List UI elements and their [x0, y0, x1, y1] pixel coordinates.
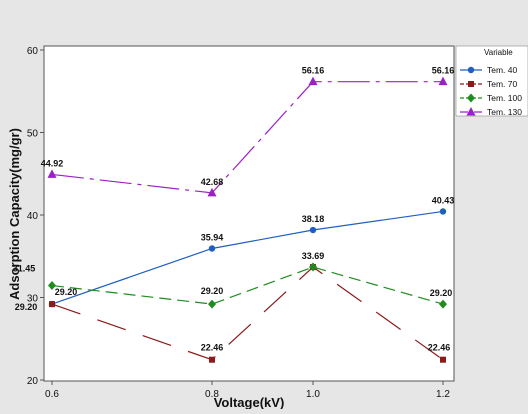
- data-point: [207, 187, 217, 197]
- data-label-layer: 29.20 35.94 38.18 40.43 29.20 22.46 22.46 31.45…: [13, 66, 455, 353]
- data-point: [467, 93, 475, 103]
- series-line: [51, 210, 444, 305]
- x-axis-title: Voltage(kV): [214, 395, 285, 409]
- legend-entry: Tem. 70: [460, 79, 518, 89]
- data-label: 35.94: [201, 232, 224, 242]
- data-point: [438, 76, 448, 86]
- data-point: [439, 299, 447, 309]
- legend-label: Tem. 100: [487, 93, 522, 103]
- data-label: 31.45: [13, 264, 36, 274]
- legend-label: Tem. 40: [487, 65, 518, 75]
- data-point: [309, 226, 317, 234]
- data-point: [47, 169, 57, 178]
- data-label: 56.16: [302, 66, 325, 76]
- legend-items: Tem. 40 Tem. 70 Tem. 100 Tem. 130: [460, 65, 522, 117]
- plot-area: [43, 45, 455, 382]
- data-label: 33.69: [302, 251, 325, 261]
- data-label: 22.46: [201, 343, 224, 353]
- legend: Variable Tem. 40 Tem. 70 Tem. 100 Tem. 130: [455, 45, 528, 117]
- y-axis-title: Adsorption Capacity(mg/gr): [7, 128, 22, 300]
- series-line: [51, 81, 443, 194]
- data-point: [309, 262, 317, 272]
- data-point: [48, 281, 56, 291]
- y-tick-label: 50: [27, 129, 39, 140]
- data-label: 29.20: [201, 286, 224, 296]
- data-point: [208, 299, 216, 309]
- y-axis: 20 30 40 50 60: [27, 46, 44, 387]
- y-tick-label: 30: [27, 294, 39, 305]
- x-tick-label: 1.0: [306, 389, 320, 400]
- data-point: [439, 208, 447, 215]
- data-point: [209, 356, 215, 363]
- legend-title: Variable: [484, 48, 513, 57]
- data-label: 40.43: [432, 195, 455, 205]
- data-point: [440, 356, 446, 363]
- data-label: 22.46: [428, 343, 451, 353]
- series-tem-100: [48, 262, 447, 309]
- data-label: 29.20: [15, 302, 38, 312]
- series-layer: [47, 76, 448, 363]
- data-label: 56.16: [432, 66, 455, 76]
- x-tick-label: 1.2: [436, 389, 450, 400]
- x-tick-label: 0.8: [205, 389, 219, 400]
- data-point: [49, 301, 55, 308]
- data-point: [468, 81, 474, 87]
- data-point: [208, 245, 216, 252]
- legend-entry: Tem. 130: [460, 107, 522, 117]
- data-label: 29.20: [430, 288, 453, 298]
- data-point: [467, 66, 475, 74]
- x-tick-label: 0.6: [45, 389, 59, 400]
- series-tem-130: [47, 76, 448, 197]
- data-label: 38.18: [302, 214, 325, 224]
- legend-label: Tem. 130: [487, 107, 522, 117]
- legend-label: Tem. 70: [487, 79, 518, 89]
- data-point: [466, 107, 476, 116]
- series-line: [51, 266, 444, 361]
- legend-entry: Tem. 100: [460, 93, 522, 103]
- data-point: [308, 76, 318, 86]
- series-line: [51, 266, 444, 305]
- y-tick-label: 60: [27, 46, 39, 57]
- y-tick-label: 20: [27, 376, 39, 387]
- data-label: 29.20: [55, 287, 78, 297]
- y-tick-label: 40: [27, 211, 39, 222]
- data-label: 42.68: [201, 177, 224, 187]
- legend-entry: Tem. 40: [460, 65, 518, 75]
- x-axis: 0.6 0.8 1.0 1.2: [45, 381, 450, 400]
- data-label: 44.92: [41, 158, 64, 168]
